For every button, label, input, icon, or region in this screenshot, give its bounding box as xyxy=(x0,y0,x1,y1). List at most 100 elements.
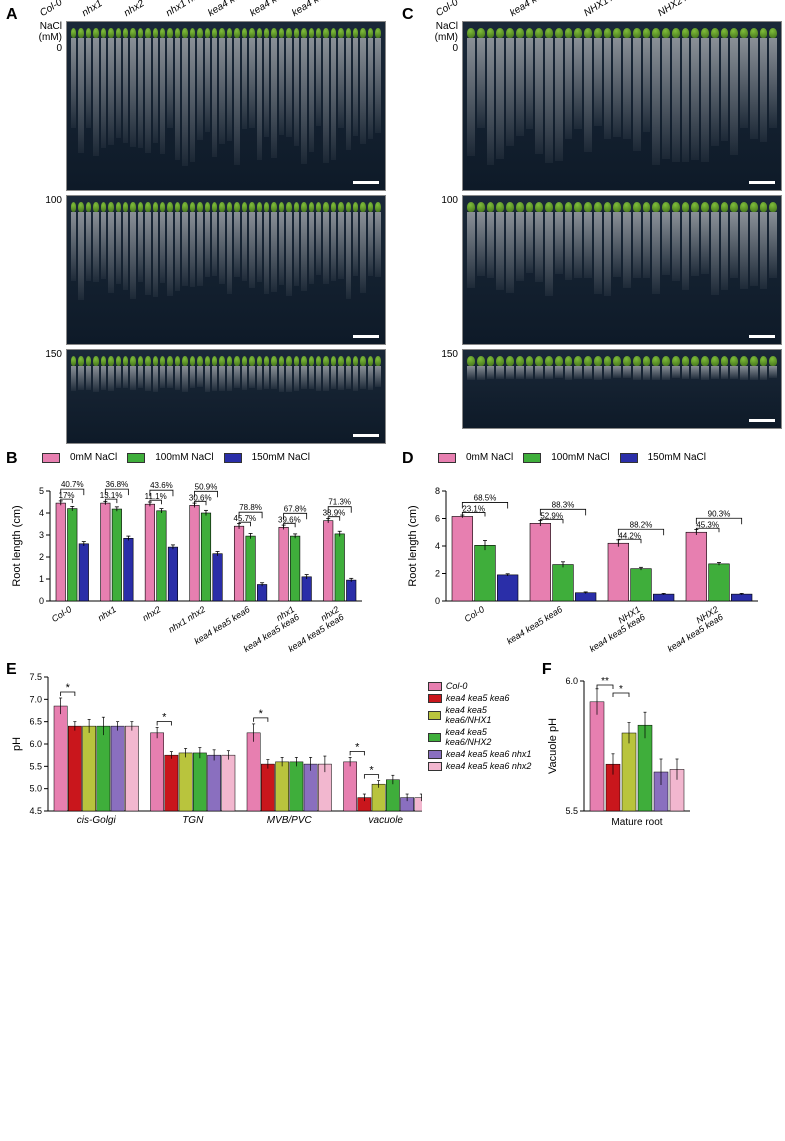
svg-text:nhx2: nhx2 xyxy=(141,604,163,623)
legend-swatch xyxy=(127,453,145,463)
panel-d: D 0mM NaCl100mM NaCl150mM NaCl 02468Root… xyxy=(404,452,782,655)
legend-swatch xyxy=(42,453,60,463)
svg-text:38.9%: 38.9% xyxy=(323,509,346,518)
svg-text:23.1%: 23.1% xyxy=(462,504,485,513)
nacl-conc-label: NaCl(mM)0 xyxy=(32,21,66,54)
svg-text:4.5: 4.5 xyxy=(29,806,42,816)
genotype-label: nhx2 xyxy=(122,0,163,19)
panel-c-genotype-labels: Col-0kea4 kea5 kea6NHX1 / kea4 kea5 kea6… xyxy=(440,8,782,19)
nacl-conc-label: NaCl(mM)0 xyxy=(428,21,462,54)
svg-text:vacuole: vacuole xyxy=(369,815,404,826)
svg-text:Mature root: Mature root xyxy=(611,817,662,828)
genotype-label: kea4 kea5 kea6 nhx1 xyxy=(248,0,289,19)
svg-text:nhx1 nhx2: nhx1 nhx2 xyxy=(167,604,208,634)
plate-row: NaCl(mM)0 xyxy=(32,21,386,191)
svg-text:45.7%: 45.7% xyxy=(233,514,256,523)
svg-text:*: * xyxy=(355,741,360,753)
svg-text:Root length (cm): Root length (cm) xyxy=(11,505,23,586)
svg-text:*: * xyxy=(259,708,264,720)
svg-text:Root length (cm): Root length (cm) xyxy=(407,505,419,586)
svg-text:5.5: 5.5 xyxy=(565,806,578,816)
legend-item: kea4 kea5 kea6/NHX1 xyxy=(428,705,532,725)
panel-ef-row: E 4.55.05.56.06.57.07.5pHcis-GolgiTGNMVB… xyxy=(8,663,782,833)
svg-text:pH: pH xyxy=(11,737,23,751)
panel-e-legend: Col-0kea4 kea5 kea6kea4 kea5 kea6/NHX1ke… xyxy=(428,681,532,773)
panel-a: A Col-0nhx1nhx2nhx1 nhx2kea4 kea5 kea6ke… xyxy=(8,8,386,444)
svg-text:6: 6 xyxy=(435,514,440,524)
svg-text:NHX2kea4 kea5 kea6: NHX2kea4 kea5 kea6 xyxy=(661,604,725,654)
svg-text:90.3%: 90.3% xyxy=(708,509,731,518)
panel-f: F 5.56.0Vacuole pH***Mature root xyxy=(544,663,782,833)
nacl-conc-label: 100 xyxy=(428,195,462,206)
panel-b-legend: 0mM NaCl100mM NaCl150mM NaCl xyxy=(42,452,386,463)
agar-plate-photo xyxy=(462,349,782,429)
legend-label: 150mM NaCl xyxy=(252,452,310,463)
legend-label: 100mM NaCl xyxy=(551,452,609,463)
legend-item: kea4 kea5 kea6/NHX2 xyxy=(428,727,532,747)
legend-swatch xyxy=(523,453,541,463)
genotype-label: kea4 kea5 kea6 xyxy=(508,0,577,19)
genotype-label: kea4 kea5 kea6 xyxy=(206,0,247,19)
genotype-label: NHX1 / kea4 kea5 kea6 xyxy=(582,0,651,19)
scale-bar xyxy=(749,419,775,422)
svg-text:2: 2 xyxy=(435,569,440,579)
legend-swatch xyxy=(428,733,442,742)
figure: A Col-0nhx1nhx2nhx1 nhx2kea4 kea5 kea6ke… xyxy=(8,8,777,833)
legend-label: kea4 kea5 kea6 nhx1 xyxy=(446,749,532,759)
svg-text:TGN: TGN xyxy=(182,815,204,826)
legend-item: Col-0 xyxy=(428,681,532,691)
panel-d-legend: 0mM NaCl100mM NaCl150mM NaCl xyxy=(438,452,782,463)
svg-text:2: 2 xyxy=(39,552,44,562)
svg-text:0: 0 xyxy=(435,596,440,606)
svg-text:8: 8 xyxy=(435,486,440,496)
legend-swatch xyxy=(428,711,442,720)
panel-c-label: C xyxy=(402,6,414,24)
svg-text:kea4 kea5 kea6: kea4 kea5 kea6 xyxy=(505,604,564,646)
panel-a-label: A xyxy=(6,6,18,24)
svg-text:MVB/PVC: MVB/PVC xyxy=(267,815,313,826)
plate-row: 150 xyxy=(32,349,386,444)
svg-text:50.9%: 50.9% xyxy=(195,482,218,491)
legend-label: kea4 kea5 kea6/NHX2 xyxy=(445,727,531,747)
panel-b: B 0mM NaCl100mM NaCl150mM NaCl 012345Roo… xyxy=(8,452,386,655)
agar-plate-photo xyxy=(66,21,386,191)
scale-bar xyxy=(749,181,775,184)
svg-text:7.5: 7.5 xyxy=(29,672,42,682)
svg-text:88.2%: 88.2% xyxy=(630,520,653,529)
svg-text:*: * xyxy=(66,682,71,694)
svg-text:67.8%: 67.8% xyxy=(284,504,307,513)
svg-text:17%: 17% xyxy=(59,491,75,500)
panel-f-chart: 5.56.0Vacuole pH***Mature root xyxy=(544,663,694,833)
panel-e-chart: 4.55.05.56.06.57.07.5pHcis-GolgiTGNMVB/P… xyxy=(8,663,422,833)
svg-text:36.8%: 36.8% xyxy=(106,480,129,489)
svg-text:7.0: 7.0 xyxy=(29,694,42,704)
svg-text:52.9%: 52.9% xyxy=(540,511,563,520)
svg-text:NHX1kea4 kea5 kea6: NHX1kea4 kea5 kea6 xyxy=(583,604,647,654)
genotype-label: NHX2 / kea4 kea5 kea6 xyxy=(656,0,725,19)
agar-plate-photo xyxy=(462,21,782,191)
svg-text:44.2%: 44.2% xyxy=(618,531,641,540)
scale-bar xyxy=(353,335,379,338)
plate-row: 100 xyxy=(428,195,782,345)
svg-text:1: 1 xyxy=(39,574,44,584)
svg-text:cis-Golgi: cis-Golgi xyxy=(77,815,117,826)
legend-item: kea4 kea5 kea6 nhx1 xyxy=(428,749,532,759)
svg-text:6.0: 6.0 xyxy=(29,739,42,749)
svg-text:4: 4 xyxy=(39,508,44,518)
legend-label: 0mM NaCl xyxy=(70,452,117,463)
plate-row: 150 xyxy=(428,349,782,429)
panel-d-chart: 02468Root length (cm)68.5%23.1%Col-088.3… xyxy=(404,465,764,655)
panel-b-label: B xyxy=(6,450,18,468)
genotype-label: Col-0 xyxy=(434,0,503,19)
agar-plate-photo xyxy=(462,195,782,345)
legend-label: kea4 kea5 kea6 xyxy=(446,693,510,703)
legend-label: kea4 kea5 kea6 nhx2 xyxy=(446,761,532,771)
svg-text:Col-0: Col-0 xyxy=(50,604,74,624)
nacl-conc-label: 150 xyxy=(428,349,462,360)
svg-text:0: 0 xyxy=(39,596,44,606)
svg-text:78.8%: 78.8% xyxy=(239,503,262,512)
legend-swatch xyxy=(428,694,442,703)
svg-text:*: * xyxy=(162,711,167,723)
svg-text:11.1%: 11.1% xyxy=(145,492,167,501)
svg-text:5.0: 5.0 xyxy=(29,784,42,794)
